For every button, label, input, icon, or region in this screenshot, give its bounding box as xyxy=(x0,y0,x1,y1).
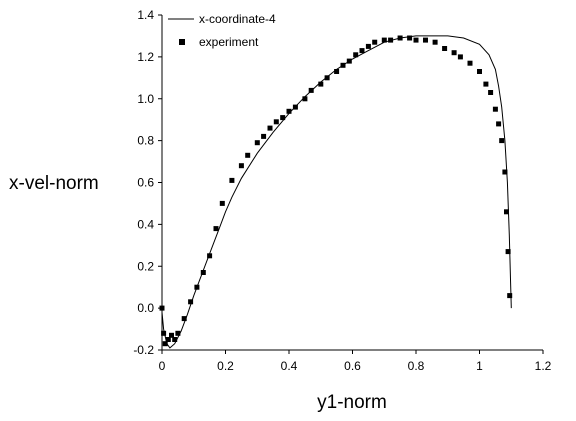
experiment-marker xyxy=(388,37,394,43)
experiment-marker xyxy=(245,152,251,158)
experiment-marker xyxy=(162,341,168,347)
experiment-marker xyxy=(267,125,273,131)
experiment-marker xyxy=(340,62,346,68)
experiment-marker xyxy=(194,284,200,290)
experiment-marker xyxy=(442,46,448,51)
x-tick-label: 0.8 xyxy=(408,359,425,373)
legend: x-coordinate-4 experiment xyxy=(168,12,276,49)
experiment-marker xyxy=(318,81,324,87)
x-axis-title: y1-norm xyxy=(317,392,387,413)
experiment-marker xyxy=(372,39,378,45)
legend-marker-swatch xyxy=(179,39,185,45)
experiment-marker xyxy=(496,121,502,127)
y-tick-label: 0.0 xyxy=(137,301,154,315)
axes xyxy=(161,15,543,351)
experiment-marker xyxy=(219,200,225,206)
experiment-marker xyxy=(286,108,292,114)
ticks: 0 0.2 0.4 0.6 0.8 1 1.2 -0.2 0.0 0.2 0.4 0.6 0.8 1.0 1… xyxy=(133,8,551,373)
experiment-marker xyxy=(324,75,330,81)
x-tick-label: 1 xyxy=(476,359,483,373)
experiment-marker xyxy=(229,177,235,183)
x-tick-label: 0.2 xyxy=(217,359,234,373)
experiment-marker xyxy=(165,337,171,342)
y-tick-label: 0.4 xyxy=(137,217,154,231)
y-axis-title: x-vel-norm xyxy=(9,173,99,194)
experiment-marker xyxy=(273,119,279,125)
experiment-marker xyxy=(181,316,187,322)
experiment-marker xyxy=(188,299,194,305)
y-tick-label: 0.2 xyxy=(137,259,154,273)
experiment-marker xyxy=(346,58,352,64)
experiment-marker xyxy=(292,104,298,110)
experiment-marker xyxy=(207,253,213,259)
legend-label-line: x-coordinate-4 xyxy=(199,12,276,26)
experiment-marker xyxy=(302,96,308,102)
experiment-marker xyxy=(507,293,513,299)
experiment-marker xyxy=(451,50,457,56)
experiment-marker xyxy=(161,330,167,336)
y-tick-label: 1.4 xyxy=(137,8,154,22)
experiment-marker xyxy=(477,69,482,74)
experiment-marker xyxy=(432,39,438,45)
experiment-marker xyxy=(359,48,365,54)
y-tick-label: 1.0 xyxy=(137,92,154,106)
experiment-marker xyxy=(200,270,206,275)
experiment-marker xyxy=(413,37,419,43)
y-tick-label: -0.2 xyxy=(133,343,154,357)
y-tick-label: 0.6 xyxy=(137,176,154,190)
series-line-x-coordinate-4 xyxy=(161,35,512,349)
experiment-marker xyxy=(423,37,428,43)
legend-label-marker: experiment xyxy=(199,35,259,49)
experiment-marker xyxy=(505,249,511,255)
experiment-marker xyxy=(488,90,494,95)
experiment-marker xyxy=(238,163,244,169)
x-tick-label: 0.6 xyxy=(344,359,361,373)
experiment-marker xyxy=(261,133,267,139)
experiment-marker xyxy=(467,60,473,66)
y-tick-label: 1.2 xyxy=(137,50,154,64)
experiment-marker xyxy=(492,106,498,112)
marker-layer xyxy=(159,35,513,347)
experiment-marker xyxy=(407,35,413,41)
experiment-marker xyxy=(499,138,505,144)
experiment-marker xyxy=(213,226,219,232)
experiment-marker xyxy=(169,332,174,338)
curve-layer xyxy=(161,35,512,349)
experiment-marker xyxy=(504,209,509,215)
y-tick-label: 0.8 xyxy=(137,134,154,148)
experiment-marker xyxy=(502,169,508,175)
experiment-marker xyxy=(381,37,387,43)
experiment-marker xyxy=(457,54,463,60)
x-tick-label: 0.4 xyxy=(281,359,298,373)
experiment-marker xyxy=(334,69,340,74)
experiment-marker xyxy=(397,35,403,41)
x-tick-label: 0 xyxy=(159,359,166,373)
experiment-marker xyxy=(308,87,314,93)
experiment-marker xyxy=(280,115,286,121)
experiment-marker xyxy=(353,52,359,58)
experiment-marker xyxy=(483,81,489,87)
experiment-marker xyxy=(254,140,260,146)
experiment-marker xyxy=(175,330,181,336)
x-tick-label: 1.2 xyxy=(535,359,552,373)
experiment-marker xyxy=(172,337,178,342)
experiment-marker xyxy=(365,43,371,49)
